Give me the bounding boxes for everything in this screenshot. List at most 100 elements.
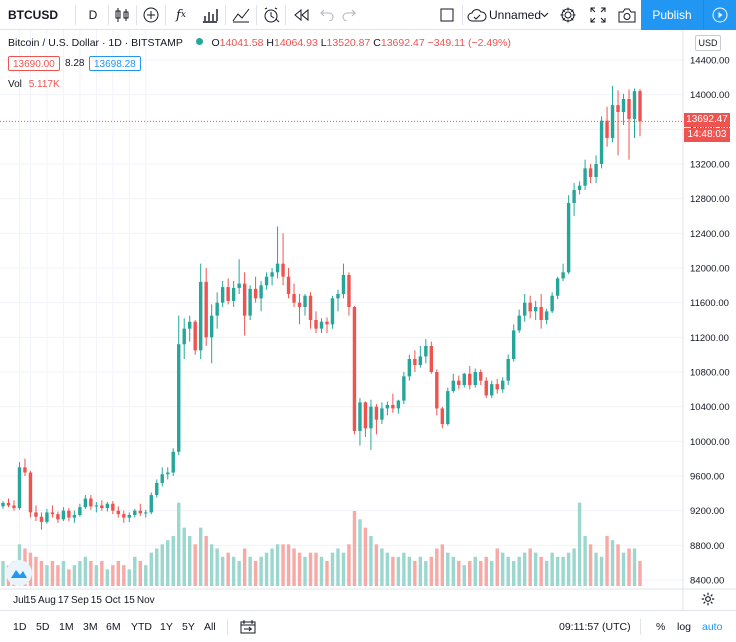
sell-price-box[interactable]: 13690.00: [8, 56, 60, 71]
time-tick-label: Aug: [38, 595, 56, 606]
tradingview-logo[interactable]: [6, 560, 32, 586]
symbol-description[interactable]: Bitcoin / U.S. Dollar · 1D · BITSTAMP: [8, 37, 183, 49]
symbol-search-button[interactable]: BTCUSD: [8, 8, 58, 22]
alert-clock-icon[interactable]: [260, 0, 282, 30]
compare-add-icon[interactable]: [141, 0, 161, 30]
undo-icon[interactable]: [318, 0, 336, 30]
last-price-label: 13692.47: [684, 113, 730, 127]
chevron-down-icon[interactable]: [538, 0, 550, 30]
candle-body: [418, 356, 423, 366]
candle: [12, 500, 16, 511]
range-5y[interactable]: 5Y: [182, 620, 195, 633]
range-1m[interactable]: 1M: [59, 620, 74, 633]
candle: [204, 268, 208, 346]
volume-bar: [105, 569, 110, 586]
chart-canvas[interactable]: 14400.0014000.0013600.0013200.0012800.00…: [0, 30, 736, 610]
candle: [133, 508, 137, 518]
candle-body: [457, 380, 461, 385]
close-value: 13692.47: [380, 37, 425, 49]
range-5d[interactable]: 5D: [36, 620, 50, 633]
range-1d[interactable]: 1D: [13, 620, 27, 633]
utc-clock[interactable]: 09:11:57 (UTC): [559, 620, 631, 633]
volume-bar: [281, 544, 285, 586]
candle: [231, 281, 236, 307]
candle: [34, 505, 38, 522]
volume-bar: [72, 565, 77, 586]
axis-settings-icon[interactable]: [699, 590, 717, 608]
volume-bar: [522, 552, 527, 586]
buy-price-box[interactable]: 13698.28: [89, 56, 141, 71]
candle-body: [292, 294, 296, 303]
expand-icon[interactable]: [587, 0, 609, 30]
templates-icon[interactable]: [230, 0, 252, 30]
date-range-icon[interactable]: [240, 611, 256, 642]
candles-icon[interactable]: [112, 0, 132, 30]
range-all[interactable]: All: [204, 620, 216, 633]
volume-bar: [45, 565, 49, 586]
candle-body: [45, 512, 49, 522]
candle: [209, 304, 214, 364]
candle-body: [177, 344, 181, 452]
volume-label[interactable]: Vol: [8, 79, 22, 90]
camera-icon[interactable]: [615, 0, 639, 30]
range-1y[interactable]: 1Y: [160, 620, 173, 633]
gear-icon[interactable]: [557, 0, 579, 30]
candle: [61, 507, 66, 522]
candle-body: [621, 99, 626, 112]
candle-body: [12, 505, 16, 509]
close-label: C: [373, 37, 381, 49]
volume-bar: [610, 540, 615, 586]
candle: [583, 159, 587, 190]
replay-icon[interactable]: [290, 0, 312, 30]
interval-button[interactable]: D: [88, 8, 98, 22]
volume-bar: [435, 548, 439, 586]
high-value: 14064.93: [273, 37, 318, 49]
candle: [198, 263, 203, 359]
candle-body: [237, 283, 241, 288]
candle-body: [133, 510, 137, 515]
candle-body: [1, 502, 5, 507]
candle: [522, 294, 527, 322]
candle: [605, 106, 609, 147]
publish-button[interactable]: Publish: [641, 0, 703, 30]
candle: [220, 281, 225, 307]
log-toggle[interactable]: log: [677, 620, 692, 633]
candle-body: [242, 283, 247, 316]
market-status-dot[interactable]: [195, 38, 203, 45]
range-3m[interactable]: 3M: [83, 620, 98, 633]
redo-icon[interactable]: [340, 0, 358, 30]
time-tick-label: Sep: [71, 595, 89, 606]
candle: [281, 233, 285, 286]
candle-body: [616, 105, 620, 112]
price-tick-label: 12000.00: [690, 264, 730, 275]
candle: [479, 369, 483, 385]
cloud-icon[interactable]: [466, 0, 488, 30]
candle: [303, 294, 307, 316]
candle-body: [127, 515, 132, 518]
layout-name-button[interactable]: Unnamed: [489, 8, 542, 22]
candle-body: [555, 278, 560, 296]
time-axis: Jul 15 Aug 17 Sep 15 Oct 15 Nov: [13, 595, 155, 606]
bottom-divider: [640, 619, 641, 635]
candle-body: [17, 467, 22, 509]
candle-body: [627, 99, 631, 119]
fullscreen-square-icon[interactable]: [437, 0, 457, 30]
candle: [424, 339, 428, 364]
play-icon[interactable]: [703, 0, 736, 30]
volume-bar: [160, 544, 164, 586]
candle-body: [138, 510, 142, 514]
percent-toggle[interactable]: %: [656, 620, 666, 633]
candle: [297, 294, 302, 325]
auto-toggle[interactable]: auto: [702, 620, 723, 633]
volume-bar: [83, 556, 88, 586]
currency-label[interactable]: USD: [695, 35, 721, 51]
range-ytd[interactable]: YTD: [131, 620, 152, 633]
candle-body: [583, 168, 587, 186]
candle-body: [391, 404, 395, 409]
range-6m[interactable]: 6M: [106, 620, 121, 633]
candle-body: [193, 321, 197, 351]
financials-icon[interactable]: [199, 0, 221, 30]
time-tick-label: Oct: [105, 595, 121, 606]
